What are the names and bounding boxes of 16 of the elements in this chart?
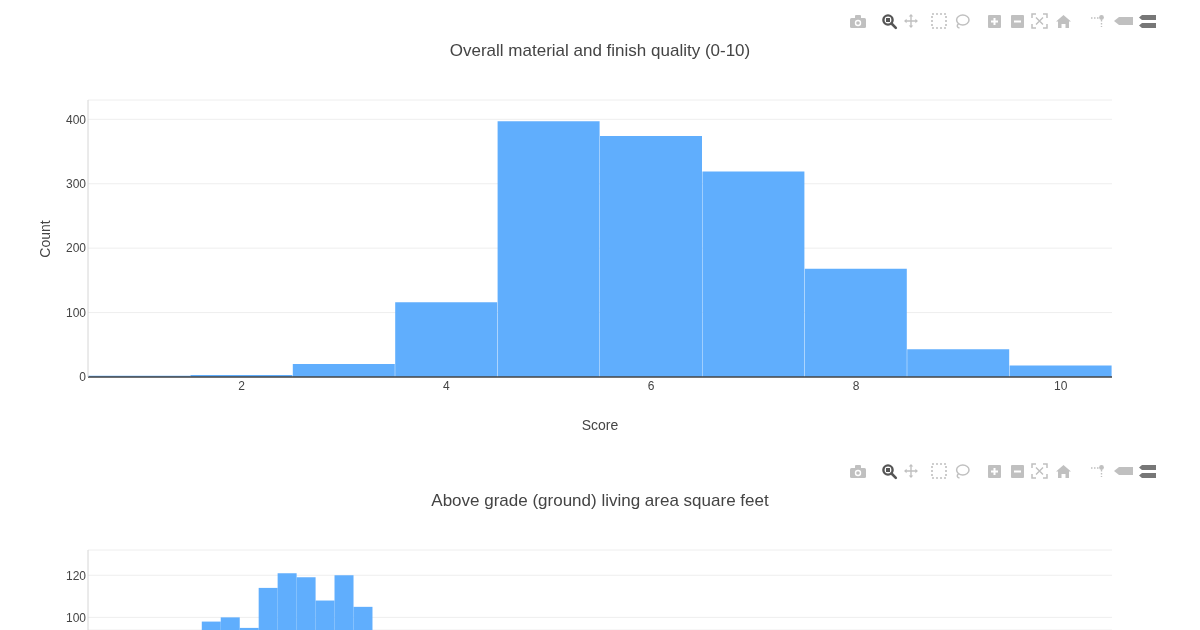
x-tick-label: 4 (443, 378, 451, 393)
chart-title: Above grade (ground) living area square feet (431, 491, 769, 510)
y-tick-label: 400 (65, 112, 87, 127)
x-tick-label: 10 (1054, 378, 1068, 393)
x-tick-label: 6 (647, 378, 655, 393)
y-tick-label: 120 (65, 568, 87, 583)
chart-title: Overall material and finish quality (0-10) (449, 41, 751, 60)
x-axis-title: Score (581, 416, 619, 434)
y-axis-title: Count (36, 219, 54, 258)
y-tick-label: 300 (65, 177, 87, 191)
y-tick-label: 100 (65, 610, 87, 625)
x-tick-label: 8 (852, 378, 860, 393)
y-tick-label: 200 (65, 241, 87, 256)
y-tick-label: 0 (79, 370, 87, 385)
y-tick-label: 100 (65, 305, 87, 320)
x-tick-label: 2 (238, 378, 246, 393)
